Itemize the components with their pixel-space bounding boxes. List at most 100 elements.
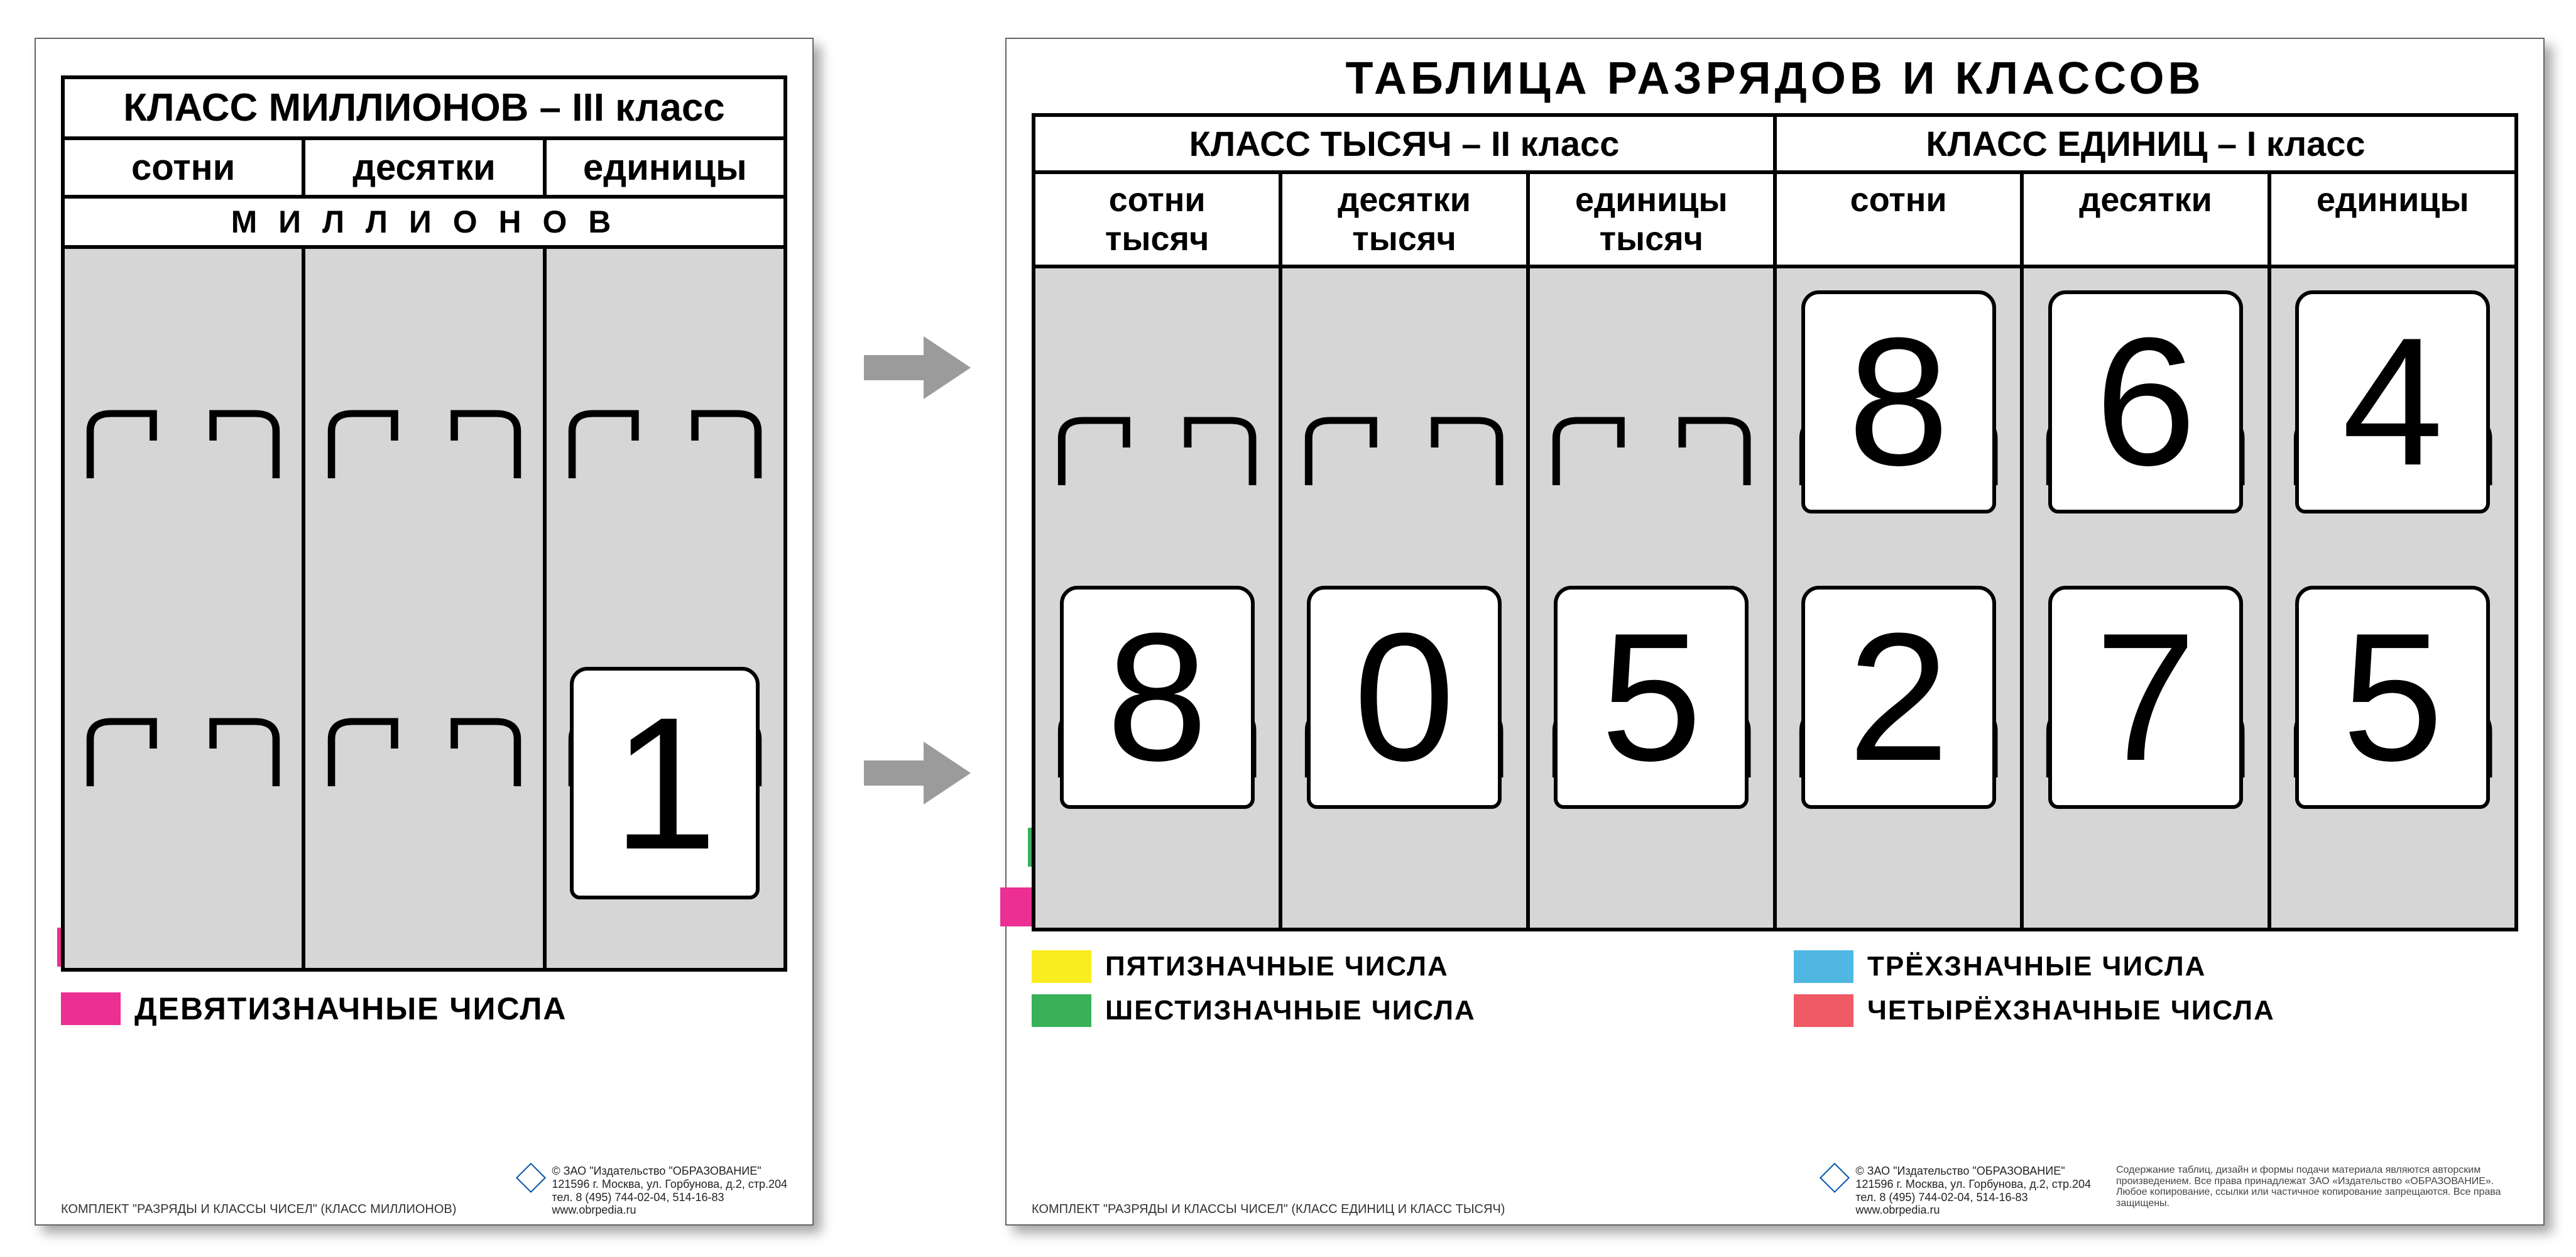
left-footer-set: КОМПЛЕКТ "РАЗРЯДЫ И КЛАССЫ ЧИСЕЛ" (КЛАСС…: [61, 1202, 456, 1217]
right-sub-4: десятки: [2024, 174, 2271, 265]
digit-card: 8: [1060, 586, 1255, 809]
legend-swatch: [1794, 994, 1853, 1027]
left-sub-2: единицы: [547, 140, 783, 195]
sub-label-l2: тысяч: [1285, 219, 1523, 258]
slot-column: 1: [543, 249, 787, 972]
left-legend: ДЕВЯТИЗНАЧНЫЕ ЧИСЛА: [61, 991, 787, 1027]
legend-item: ТРЁХЗНАЧНЫЕ ЧИСЛА: [1794, 950, 2518, 983]
slot-column: [302, 249, 546, 972]
slot-column: 8: [1032, 268, 1282, 931]
slot-column: 45: [2268, 268, 2518, 931]
sub-label-l1: единицы: [1532, 180, 1771, 219]
pub-line2: 121596 г. Москва, ул. Горбунова, д.2, ст…: [1855, 1178, 2091, 1191]
pub-line4: www.obrpedia.ru: [1855, 1204, 2091, 1217]
right-sub-2: единицытысяч: [1530, 174, 1777, 265]
digit-card: 5: [1554, 586, 1749, 809]
digit-card: 5: [2295, 586, 2490, 809]
left-legend-label: ДЕВЯТИЗНАЧНЫЕ ЧИСЛА: [134, 991, 567, 1027]
publisher-logo-icon: [516, 1163, 546, 1193]
slot-column: 82: [1773, 268, 2024, 931]
card-slot: [84, 714, 283, 796]
slot-column: 0: [1279, 268, 1529, 931]
pub-line3: тел. 8 (495) 744-02-04, 514-16-83: [1855, 1191, 2091, 1204]
sub-label-l1: сотни: [1038, 180, 1276, 219]
right-sub-5: единицы: [2271, 174, 2514, 265]
left-class-header: КЛАСС МИЛЛИОНОВ – III класс: [65, 79, 783, 140]
pub-line3: тел. 8 (495) 744-02-04, 514-16-83: [552, 1191, 787, 1204]
right-class-1: КЛАСС ЕДИНИЦ – I класс: [1777, 117, 2514, 174]
color-stripe: [1000, 887, 1032, 926]
pub-line1: © ЗАО "Издательство "ОБРАЗОВАНИЕ": [1855, 1165, 2091, 1178]
legend-label: ПЯТИЗНАЧНЫЕ ЧИСЛА: [1105, 951, 1449, 982]
disclaimer: Содержание таблиц, дизайн и формы подачи…: [2116, 1165, 2518, 1209]
sub-label-l1: единицы: [2274, 180, 2512, 219]
digit-card: 7: [2048, 586, 2243, 809]
sub-label-l2: [2274, 219, 2512, 258]
right-sub-1: десяткитысяч: [1282, 174, 1529, 265]
card-slot: [325, 714, 524, 796]
pub-line1: © ЗАО "Издательство "ОБРАЗОВАНИЕ": [552, 1165, 787, 1178]
sub-label-l2: тысяч: [1532, 219, 1771, 258]
slot-column: 5: [1526, 268, 1777, 931]
digit-card: 6: [2048, 290, 2243, 513]
left-slots-row: 1: [61, 249, 787, 972]
card-slot: [84, 406, 283, 488]
pub-line4: www.obrpedia.ru: [552, 1204, 787, 1217]
card-slot: [325, 406, 524, 488]
card-slot: [1055, 413, 1259, 495]
digit-card: 8: [1801, 290, 1996, 513]
sub-label-l2: [1779, 219, 2017, 258]
card-slot: [1549, 413, 1754, 495]
right-footer-publisher: © ЗАО "Издательство "ОБРАЗОВАНИЕ" 121596…: [1824, 1165, 2518, 1217]
right-sub-3: сотни: [1777, 174, 2024, 265]
poster-millions: КЛАСС МИЛЛИОНОВ – III класс сотни десятк…: [35, 38, 814, 1226]
arrow-right-icon: [864, 738, 971, 808]
legend-item: ЧЕТЫРЁХЗНАЧНЫЕ ЧИСЛА: [1794, 994, 2518, 1027]
right-footer-set: КОМПЛЕКТ "РАЗРЯДЫ И КЛАССЫ ЧИСЕЛ" (КЛАСС…: [1032, 1202, 1505, 1217]
legend-swatch: [1032, 950, 1091, 983]
right-legend: ПЯТИЗНАЧНЫЕ ЧИСЛА ТРЁХЗНАЧНЫЕ ЧИСЛА ШЕСТИЗ…: [1032, 950, 2518, 1027]
left-table-header: КЛАСС МИЛЛИОНОВ – III класс сотни десятк…: [61, 75, 787, 249]
left-slots-area: 1: [61, 249, 787, 972]
publisher-text: © ЗАО "Издательство "ОБРАЗОВАНИЕ" 121596…: [552, 1165, 787, 1217]
right-slots-row: 8 0 5 82 67 45: [1032, 268, 2518, 931]
legend-swatch: [1032, 994, 1091, 1027]
right-slots-area: 8 0 5 82 67 45: [1032, 268, 2518, 931]
digit-card: 1: [570, 667, 760, 899]
sub-label-l2: [2026, 219, 2264, 258]
left-sub-0: сотни: [65, 140, 305, 195]
publisher-text: © ЗАО "Издательство "ОБРАЗОВАНИЕ" 121596…: [1855, 1165, 2091, 1217]
legend-row: ШЕСТИЗНАЧНЫЕ ЧИСЛА ЧЕТЫРЁХЗНАЧНЫЕ ЧИСЛА: [1032, 994, 2518, 1027]
legend-swatch: [61, 992, 121, 1025]
right-sub-0: сотнитысяч: [1035, 174, 1282, 265]
card-slot: [1302, 413, 1506, 495]
legend-swatch: [1794, 950, 1853, 983]
digit-card: 2: [1801, 586, 1996, 809]
left-sub-1: десятки: [305, 140, 546, 195]
left-span-label: М И Л Л И О Н О В: [65, 195, 783, 245]
left-legend-item: ДЕВЯТИЗНАЧНЫЕ ЧИСЛА: [61, 991, 787, 1027]
publisher-logo-icon: [1820, 1163, 1850, 1193]
legend-label: ТРЁХЗНАЧНЫЕ ЧИСЛА: [1867, 951, 2206, 982]
sub-label-l2: тысяч: [1038, 219, 1276, 258]
legend-label: ЧЕТЫРЁХЗНАЧНЫЕ ЧИСЛА: [1867, 995, 2275, 1026]
left-sub-row: сотни десятки единицы: [65, 140, 783, 195]
legend-label: ШЕСТИЗНАЧНЫЕ ЧИСЛА: [1105, 995, 1476, 1026]
digit-card: 4: [2295, 290, 2490, 513]
legend-item: ШЕСТИЗНАЧНЫЕ ЧИСЛА: [1032, 994, 1756, 1027]
arrow-right-icon: [864, 333, 971, 402]
slot-column: [61, 249, 305, 972]
card-slot: [565, 406, 765, 488]
sub-label-l1: десятки: [2026, 180, 2264, 219]
slot-column: 67: [2020, 268, 2271, 931]
right-class-0: КЛАСС ТЫСЯЧ – II класс: [1035, 117, 1777, 174]
pub-line2: 121596 г. Москва, ул. Горбунова, д.2, ст…: [552, 1178, 787, 1191]
left-footer-publisher: © ЗАО "Издательство "ОБРАЗОВАНИЕ" 121596…: [520, 1165, 787, 1217]
legend-row: ПЯТИЗНАЧНЫЕ ЧИСЛА ТРЁХЗНАЧНЫЕ ЧИСЛА: [1032, 950, 2518, 983]
right-sub-row: сотнитысячдесяткитысячединицытысячсотни …: [1035, 174, 2514, 265]
poster-main: ТАБЛИЦА РАЗРЯДОВ И КЛАССОВ КЛАСС ТЫСЯЧ –…: [1005, 38, 2545, 1226]
legend-item: ПЯТИЗНАЧНЫЕ ЧИСЛА: [1032, 950, 1756, 983]
right-table-header: КЛАСС ТЫСЯЧ – II класс КЛАСС ЕДИНИЦ – I …: [1032, 113, 2518, 268]
sub-label-l1: сотни: [1779, 180, 2017, 219]
digit-card: 0: [1307, 586, 1502, 809]
